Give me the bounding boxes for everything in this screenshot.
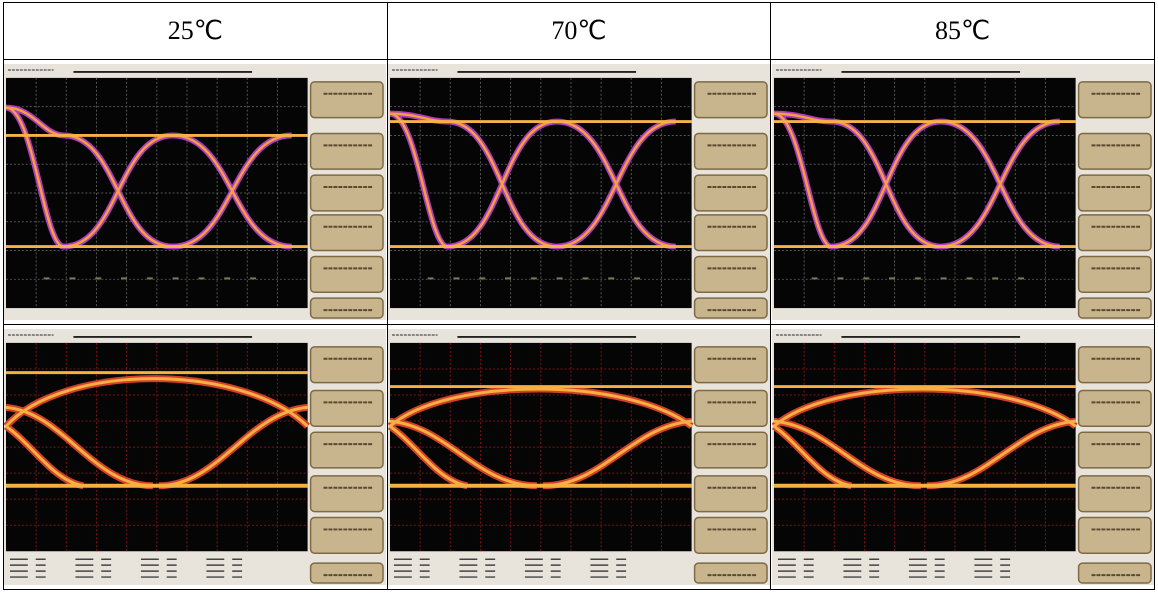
row: [4, 60, 1155, 325]
column-header: 70℃: [387, 3, 771, 60]
button: [311, 256, 383, 292]
button: [1078, 82, 1150, 118]
button: [311, 347, 383, 383]
cell: [4, 325, 388, 590]
button: [311, 82, 383, 118]
row: [4, 325, 1155, 590]
button: [311, 298, 383, 318]
button: [695, 175, 767, 211]
cell: [771, 60, 1155, 325]
button: [311, 391, 383, 427]
button: [311, 175, 383, 211]
button: [695, 82, 767, 118]
button: [1078, 215, 1150, 251]
button: [311, 563, 383, 583]
button: [311, 476, 383, 512]
button: [695, 215, 767, 251]
figure-table: 25℃ 70℃ 85℃: [3, 2, 1155, 590]
header-row: 25℃ 70℃ 85℃: [4, 3, 1155, 60]
button: [1078, 347, 1150, 383]
button: [695, 563, 767, 583]
scope-screenshot: [4, 328, 386, 586]
button: [1078, 518, 1150, 554]
button: [1078, 432, 1150, 468]
button: [695, 298, 767, 318]
button: [1078, 298, 1150, 318]
column-header: 85℃: [771, 3, 1155, 60]
button: [695, 476, 767, 512]
page: 25℃ 70℃ 85℃ (() => { const data = JSON.p…: [0, 0, 1158, 593]
button: [695, 432, 767, 468]
button: [695, 391, 767, 427]
button: [311, 133, 383, 169]
button: [311, 215, 383, 251]
button: [695, 256, 767, 292]
cell: [771, 325, 1155, 590]
button: [1078, 175, 1150, 211]
scope-screenshot: [4, 63, 386, 321]
scope-screenshot: [772, 328, 1154, 586]
button: [695, 347, 767, 383]
button: [1078, 133, 1150, 169]
scope-screenshot: [772, 63, 1154, 321]
scope-screenshot: [388, 63, 770, 321]
button: [311, 518, 383, 554]
button: [1078, 563, 1150, 583]
cell: [4, 60, 388, 325]
button: [1078, 476, 1150, 512]
button: [695, 518, 767, 554]
cell: [387, 60, 771, 325]
button: [1078, 391, 1150, 427]
button: [695, 133, 767, 169]
cell: [387, 325, 771, 590]
button: [1078, 256, 1150, 292]
column-header: 25℃: [4, 3, 388, 60]
scope-screenshot: [388, 328, 770, 586]
button: [311, 432, 383, 468]
